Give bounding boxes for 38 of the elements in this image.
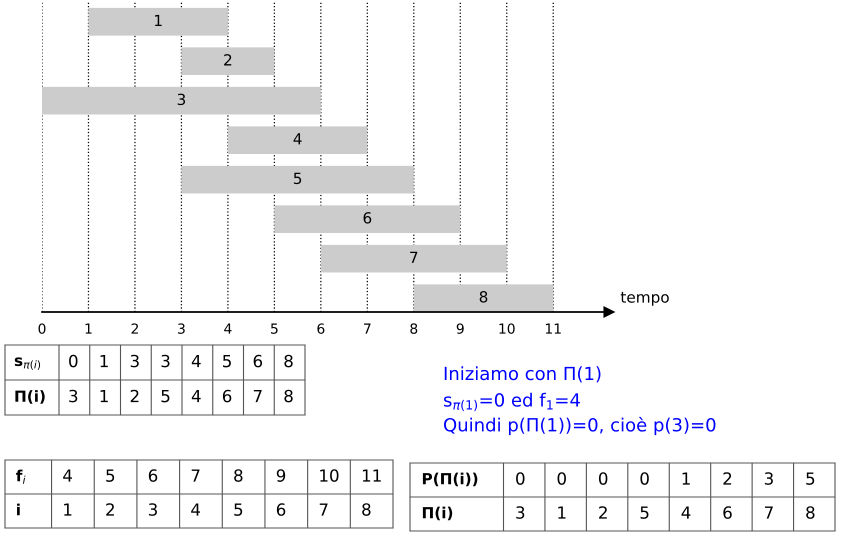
annotation: 2	[224, 54, 232, 66]
x-tick-label: 11	[546, 324, 561, 334]
bar	[181, 47, 274, 76]
bar	[274, 205, 460, 234]
x-tick-label: 2	[132, 323, 138, 334]
annotation: 8	[480, 291, 488, 303]
text: s$_{π(i)}$ 0 1 3 3 4 5 6 8	[14, 354, 293, 370]
text: f$_{i}$ 4 5 6 7 8 9 10 11	[16, 469, 381, 484]
x-tick-label: 10	[499, 323, 515, 334]
annotation: 6	[364, 212, 372, 224]
text: P(Π(i)) 0 0 0 0 1 2 3 5	[422, 472, 814, 486]
x-tick-label: 1	[86, 324, 92, 334]
annotation: 4	[294, 133, 302, 144]
text: Π(i) 3 1 2 5 4 6 7 8	[422, 506, 815, 520]
annotation: 3	[178, 94, 186, 106]
annotation: 7	[410, 252, 418, 263]
bar	[320, 244, 507, 273]
bar	[228, 126, 368, 154]
x-tick-label: 7	[364, 324, 371, 334]
x-tick-label: 3	[178, 323, 185, 334]
x-axis-title: tempo	[620, 292, 669, 306]
text: i 1 2 3 4 5 6 7 8	[17, 503, 371, 516]
text: Iniziamo con Π(1)	[444, 366, 600, 382]
bar	[181, 166, 414, 194]
x-tick-label: 4	[224, 324, 232, 334]
x-tick-label: 6	[317, 323, 324, 334]
x-tick-label: 9	[456, 323, 464, 334]
bar	[414, 284, 554, 312]
bar	[42, 86, 321, 115]
annotation: 5	[294, 172, 302, 184]
bar	[88, 8, 228, 36]
x-tick-label: 8	[410, 323, 418, 334]
text: Quindi p(Π(1))=0, cioè p(3)=0	[444, 416, 716, 436]
text: Π(i) 3 1 2 5 4 6 7 8	[15, 390, 293, 404]
x-tick-label: 5	[271, 324, 278, 334]
annotation: 1	[155, 14, 162, 26]
x-tick-label: 0	[38, 323, 46, 334]
text: s$_{π(1)}$=0 ed f$_{1}$=4	[444, 392, 580, 412]
